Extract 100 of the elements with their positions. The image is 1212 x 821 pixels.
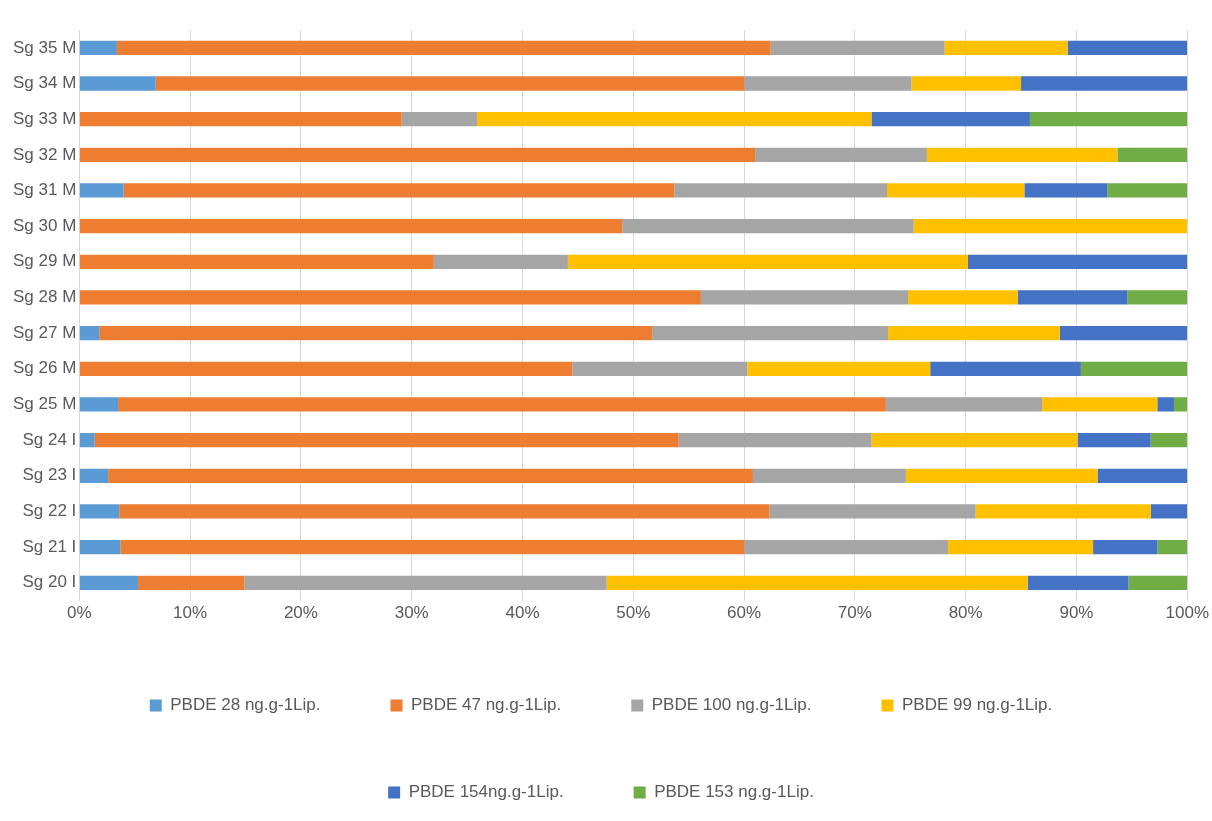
- bar: [108, 468, 753, 483]
- bar: [79, 326, 100, 341]
- x-tick-label: 10%: [173, 603, 208, 623]
- bar: [1128, 575, 1188, 590]
- y-tick-label: Sg 21 I: [22, 536, 77, 556]
- bar: [79, 147, 756, 162]
- bar: [79, 504, 120, 519]
- bar: [652, 326, 889, 341]
- bar: [888, 326, 1060, 341]
- bar: [79, 290, 701, 305]
- bar: [947, 539, 1094, 555]
- y-tick-label: Sg 27 M: [13, 322, 77, 342]
- bar: [911, 76, 1022, 91]
- x-tick-label: 50%: [616, 603, 651, 623]
- bar: [1157, 539, 1188, 555]
- legend-label: PBDE 99 ng.g-1Lip.: [901, 695, 1053, 715]
- x-tick-label: 80%: [948, 603, 983, 623]
- y-tick-label: Sg 31 M: [13, 180, 77, 200]
- bar: [1173, 397, 1188, 412]
- bar: [123, 183, 675, 198]
- bar: [887, 183, 1025, 198]
- bar: [1067, 40, 1188, 55]
- bar: [1027, 575, 1129, 590]
- bar: [1093, 539, 1158, 555]
- bar: [975, 504, 1151, 519]
- y-tick-label: Sg 20 I: [22, 572, 77, 592]
- bar: [79, 219, 623, 234]
- bar: [871, 432, 1078, 448]
- y-tick-label: Sg 25 M: [13, 394, 77, 414]
- bar: [908, 290, 1018, 305]
- bar: [606, 575, 1028, 590]
- bar: [622, 219, 914, 234]
- bar: [674, 183, 888, 198]
- y-tick-label: Sg 32 M: [13, 144, 77, 164]
- bar: [926, 147, 1118, 162]
- x-tick-label: 100%: [1165, 603, 1209, 623]
- x-tick-label: 0%: [67, 603, 92, 623]
- y-tick-label: Sg 26 M: [13, 358, 77, 378]
- bar: [769, 504, 976, 519]
- bar: [118, 397, 886, 412]
- bar: [155, 76, 745, 91]
- bar: [567, 254, 968, 269]
- bar: [1107, 183, 1188, 198]
- bar: [905, 468, 1098, 483]
- bar: [770, 40, 945, 55]
- bar: [752, 468, 906, 483]
- bar: [755, 147, 927, 162]
- bar: [116, 40, 771, 55]
- x-tick-label: 40%: [505, 603, 540, 623]
- bar: [94, 432, 679, 448]
- bar: [1029, 112, 1188, 127]
- bar: [119, 504, 770, 519]
- bar: [1150, 432, 1188, 448]
- y-tick-label: Sg 35 M: [13, 37, 77, 57]
- bar: [747, 361, 931, 376]
- bar: [930, 361, 1081, 376]
- legend-label: PBDE 154ng.g-1Lip.: [408, 782, 564, 802]
- x-tick-label: 30%: [394, 603, 429, 623]
- bar: [138, 575, 245, 590]
- y-tick-label: Sg 23 I: [22, 465, 77, 485]
- legend-label: PBDE 100 ng.g-1Lip.: [651, 695, 812, 715]
- bar: [1097, 468, 1188, 483]
- x-tick-label: 20%: [283, 603, 318, 623]
- bar: [1080, 361, 1188, 376]
- y-tick-label: Sg 30 M: [13, 215, 77, 235]
- bar: [700, 290, 909, 305]
- y-tick-label: Sg 29 M: [13, 251, 77, 271]
- bar: [1059, 326, 1188, 341]
- bar: [244, 575, 607, 590]
- bar: [1150, 504, 1188, 519]
- bar: [1117, 147, 1188, 162]
- bar: [885, 397, 1043, 412]
- legend-label: PBDE 153 ng.g-1Lip.: [654, 782, 814, 802]
- bar: [79, 361, 573, 376]
- y-tick-label: Sg 28 M: [13, 287, 77, 307]
- bar: [401, 112, 478, 127]
- bar: [1017, 290, 1128, 305]
- bar: [79, 183, 124, 198]
- bar: [79, 575, 139, 590]
- bar: [913, 219, 1188, 234]
- bar: [1077, 432, 1151, 448]
- bar: [79, 397, 119, 412]
- bar: [79, 76, 156, 91]
- x-tick-label: 70%: [837, 603, 872, 623]
- bar: [1127, 290, 1188, 305]
- bar: [744, 76, 912, 91]
- bar: [1157, 397, 1174, 412]
- bar: [433, 254, 568, 269]
- bar: [871, 112, 1030, 127]
- bar: [79, 40, 117, 55]
- x-tick-label: 60%: [727, 603, 762, 623]
- y-tick-label: Sg 24 I: [22, 429, 77, 449]
- bar: [79, 432, 95, 448]
- bar: [120, 539, 745, 555]
- bar: [1021, 76, 1188, 91]
- bar: [79, 254, 434, 269]
- bar: [79, 112, 402, 127]
- y-tick-label: Sg 34 M: [13, 73, 77, 93]
- x-tick-label: 90%: [1059, 603, 1094, 623]
- bar: [79, 539, 121, 555]
